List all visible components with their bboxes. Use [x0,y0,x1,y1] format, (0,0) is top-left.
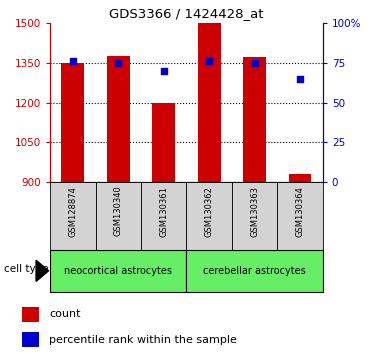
Title: GDS3366 / 1424428_at: GDS3366 / 1424428_at [109,7,264,21]
Point [70,58,76,64]
Text: GSM128874: GSM128874 [68,185,77,236]
Text: GSM130340: GSM130340 [114,185,123,236]
Bar [22,332,39,347]
Bar [62,63,84,182]
Polygon shape [36,260,49,281]
Bar [152,103,175,182]
Point [161,68,167,74]
Point [252,60,257,66]
Text: cerebellar astrocytes: cerebellar astrocytes [203,266,306,276]
FancyBboxPatch shape [50,182,96,250]
FancyBboxPatch shape [232,182,278,250]
FancyBboxPatch shape [96,182,141,250]
Point [115,60,121,66]
Bar [198,23,220,182]
Text: cell type: cell type [4,264,49,274]
Text: percentile rank within the sample: percentile rank within the sample [49,335,237,345]
Bar [243,57,266,182]
FancyBboxPatch shape [187,250,323,292]
Bar [107,56,129,182]
Text: GSM130362: GSM130362 [205,185,214,236]
Text: GSM130361: GSM130361 [159,185,168,236]
Bar [289,175,311,182]
Bar [22,307,39,322]
Point [206,58,212,64]
Text: count: count [49,309,81,320]
FancyBboxPatch shape [187,182,232,250]
FancyBboxPatch shape [278,182,323,250]
Point [297,76,303,81]
FancyBboxPatch shape [141,182,187,250]
Text: GSM130364: GSM130364 [296,185,305,236]
FancyBboxPatch shape [50,250,187,292]
Text: neocortical astrocytes: neocortical astrocytes [64,266,172,276]
Text: GSM130363: GSM130363 [250,185,259,237]
